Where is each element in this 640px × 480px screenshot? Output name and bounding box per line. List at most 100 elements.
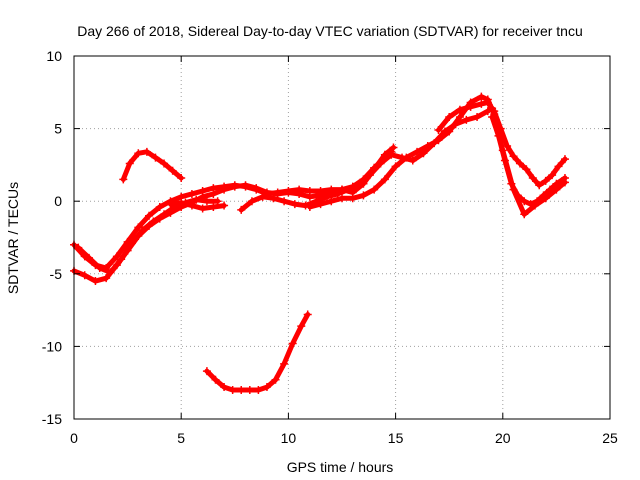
data-point (91, 277, 100, 286)
data-point (192, 195, 201, 204)
data-point (74, 243, 83, 252)
data-point (241, 181, 250, 190)
data-point (297, 322, 306, 331)
data-point (359, 191, 368, 200)
data-point (520, 210, 529, 219)
y-tick-label: 0 (54, 193, 62, 209)
data-point (494, 131, 503, 140)
data-point (160, 159, 169, 168)
data-point (423, 142, 432, 151)
data-point (106, 268, 115, 277)
data-point (166, 200, 175, 209)
data-point (117, 255, 126, 264)
grid-lines (74, 56, 610, 419)
data-point (295, 189, 304, 198)
data-point (515, 159, 524, 168)
data-point (554, 162, 563, 171)
data-point (402, 153, 411, 162)
data-point (500, 156, 509, 165)
data-point (220, 201, 229, 210)
data-point (327, 197, 336, 206)
data-point (434, 126, 443, 135)
data-point (370, 185, 379, 194)
tick-labels: 0 5 10 15 20 25 -15 -10 -5 0 5 10 (42, 48, 618, 446)
data-point (155, 203, 164, 212)
data-point (338, 194, 346, 203)
data-point (138, 226, 147, 235)
data-point (387, 150, 396, 159)
y-tick-label: -15 (42, 411, 62, 427)
data-point (391, 162, 400, 171)
data-point (187, 189, 196, 198)
data-point (333, 189, 342, 198)
data-point (462, 115, 471, 124)
data-point (230, 182, 239, 191)
data-point (560, 155, 569, 164)
data-point (119, 175, 128, 184)
data-point (145, 211, 154, 220)
data-point (552, 179, 561, 188)
data-point (455, 105, 464, 114)
data-point (254, 385, 263, 394)
data-point (177, 198, 186, 207)
data-point (213, 197, 222, 206)
data-point (85, 253, 94, 262)
data-point (237, 385, 246, 394)
data-point (541, 176, 550, 185)
x-tick-label: 5 (177, 430, 185, 446)
data-point (526, 200, 535, 209)
x-tick-label: 25 (602, 430, 618, 446)
x-tick-label: 0 (70, 430, 78, 446)
data-point (284, 188, 293, 197)
data-point (258, 192, 267, 201)
data-point (477, 99, 486, 108)
data-point (413, 147, 422, 156)
data-point (560, 173, 569, 182)
data-point (220, 383, 229, 392)
data-point (211, 375, 220, 384)
data-point (134, 149, 143, 158)
data-point (466, 102, 475, 111)
data-point (160, 210, 169, 219)
data-point (520, 197, 529, 206)
y-tick-label: -5 (50, 266, 63, 282)
data-point (355, 179, 364, 188)
data-point (95, 263, 104, 272)
data-point (490, 107, 499, 116)
data-point (209, 203, 218, 212)
data-point (187, 201, 196, 210)
y-tick-label: 5 (54, 121, 62, 137)
data-point (112, 252, 121, 261)
data-point (168, 166, 177, 175)
data-point (151, 153, 160, 162)
data-point (473, 112, 482, 121)
data-point (488, 112, 497, 121)
data-point (125, 159, 134, 168)
data-point (539, 191, 548, 200)
chart-title: Day 266 of 2018, Sidereal Day-to-day VTE… (77, 23, 583, 39)
data-point (305, 203, 314, 212)
data-point (127, 239, 136, 248)
data-point (280, 359, 289, 368)
data-point (408, 156, 417, 165)
series-line-track-i (489, 114, 568, 207)
data-point (198, 204, 207, 213)
data-point (389, 143, 398, 152)
data-point (269, 194, 278, 203)
data-point (348, 194, 357, 203)
data-series-group (70, 92, 569, 394)
data-point (228, 385, 237, 394)
y-axis-label: SDTVAR / TECUs (5, 182, 21, 294)
data-point (273, 189, 282, 198)
data-point (548, 171, 557, 180)
data-point (220, 185, 229, 194)
data-point (545, 185, 554, 194)
data-point (177, 173, 186, 182)
series-line-track-j (204, 312, 311, 393)
data-point (262, 383, 271, 392)
data-point (80, 271, 89, 280)
data-point (522, 165, 531, 174)
data-point (434, 136, 443, 145)
data-point (209, 189, 218, 198)
data-point (134, 223, 143, 232)
